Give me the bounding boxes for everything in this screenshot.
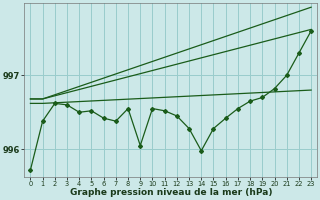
X-axis label: Graphe pression niveau de la mer (hPa): Graphe pression niveau de la mer (hPa)	[69, 188, 272, 197]
